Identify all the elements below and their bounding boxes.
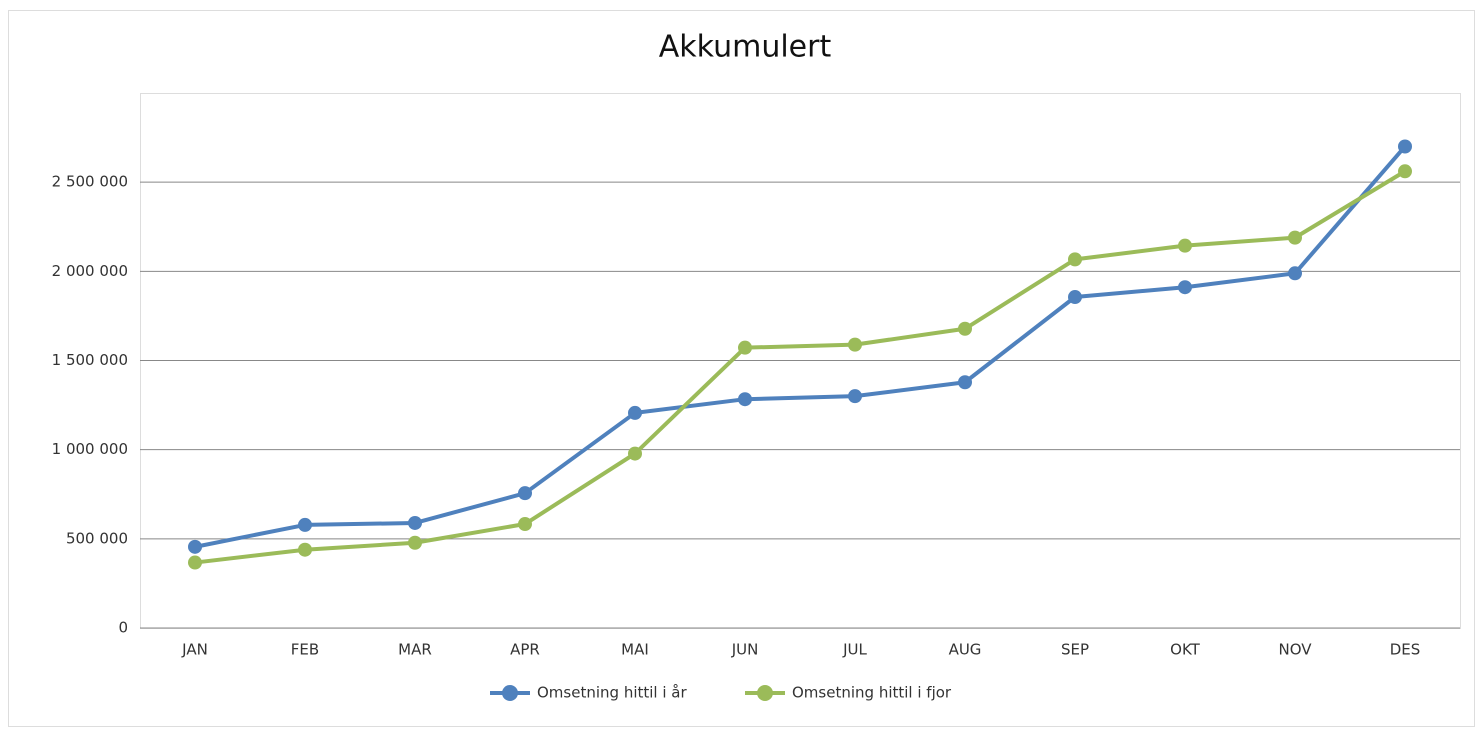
x-tick-label: MAR bbox=[398, 641, 432, 659]
data-point bbox=[188, 555, 202, 570]
data-point bbox=[1178, 238, 1192, 253]
data-point bbox=[1068, 290, 1082, 305]
y-tick-label: 0 bbox=[118, 619, 128, 637]
x-tick-label: JAN bbox=[181, 641, 208, 659]
data-point bbox=[1398, 164, 1412, 179]
series-line bbox=[194, 145, 1407, 549]
y-tick-label: 1 500 000 bbox=[52, 351, 128, 369]
series-line bbox=[194, 169, 1407, 565]
x-tick-label: FEB bbox=[291, 641, 319, 659]
x-tick-label: SEP bbox=[1061, 641, 1089, 659]
y-tick-label: 1 000 000 bbox=[52, 440, 128, 458]
y-tick-label: 2 500 000 bbox=[52, 173, 128, 191]
x-tick-label: DES bbox=[1390, 641, 1421, 659]
data-point bbox=[1068, 252, 1082, 267]
data-point bbox=[1288, 266, 1302, 281]
legend-label: Omsetning hittil i fjor bbox=[792, 684, 952, 702]
x-tick-label: OKT bbox=[1170, 641, 1200, 659]
y-tick-label: 2 000 000 bbox=[52, 262, 128, 280]
x-tick-label: JUN bbox=[731, 641, 759, 659]
data-point bbox=[1288, 230, 1302, 245]
x-tick-label: MAI bbox=[621, 641, 649, 659]
data-point bbox=[408, 515, 422, 530]
x-tick-label: AUG bbox=[949, 641, 982, 659]
chart-title: Akkumulert bbox=[659, 30, 832, 65]
legend-marker bbox=[502, 685, 518, 701]
data-point bbox=[298, 517, 312, 532]
data-point bbox=[518, 517, 532, 532]
x-tick-label: NOV bbox=[1278, 641, 1312, 659]
data-point bbox=[1398, 139, 1412, 154]
legend-marker bbox=[757, 685, 773, 701]
data-point bbox=[628, 446, 642, 461]
data-point bbox=[848, 389, 862, 404]
x-tick-label: APR bbox=[510, 641, 540, 659]
data-point bbox=[958, 375, 972, 390]
data-point bbox=[518, 486, 532, 501]
data-point bbox=[738, 392, 752, 407]
data-point bbox=[848, 337, 862, 352]
x-tick-label: JUL bbox=[842, 641, 867, 659]
data-point bbox=[738, 340, 752, 355]
legend-label: Omsetning hittil i år bbox=[537, 684, 687, 702]
data-point bbox=[958, 321, 972, 336]
y-tick-label: 500 000 bbox=[66, 529, 128, 547]
data-point bbox=[408, 535, 422, 550]
data-point bbox=[1178, 280, 1192, 295]
data-point bbox=[188, 539, 202, 554]
data-point bbox=[628, 405, 642, 420]
data-point bbox=[298, 542, 312, 557]
